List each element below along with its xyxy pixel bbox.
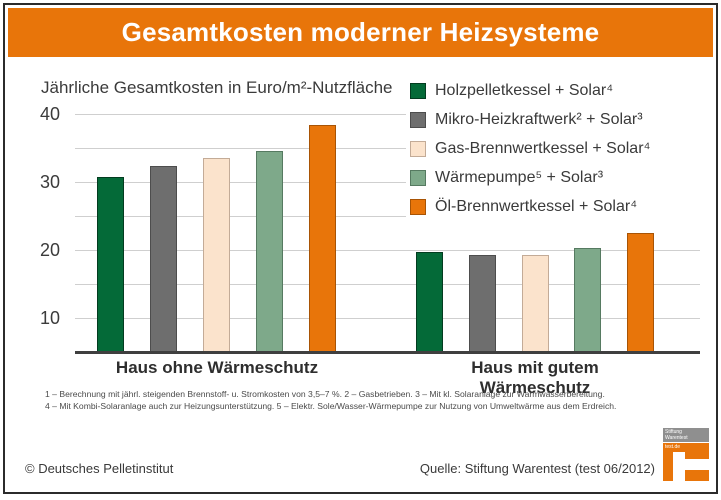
gridline-10 <box>75 318 700 319</box>
legend-item-3: Gas-Brennwertkessel + Solar⁴ <box>410 140 707 158</box>
bar-ohne-waermeschutz-series-1 <box>97 177 124 352</box>
bar-ohne-waermeschutz-series-2 <box>150 166 177 352</box>
page-title: Gesamtkosten moderner Heizsysteme <box>121 17 600 47</box>
copyright-text: © Deutsches Pelletinstitut <box>25 461 174 476</box>
y-tick-label-20: 20 <box>39 240 60 260</box>
gridline-30 <box>75 182 700 183</box>
stiftung-warentest-logo: Stiftung Warentest test.de <box>663 428 709 481</box>
footnote-line-2: 4 – Mit Kombi-Solaranlage auch zur Heizu… <box>45 401 617 411</box>
y-tick-label-30: 30 <box>39 172 60 192</box>
logo-wordmark: Stiftung Warentest <box>663 428 709 442</box>
gridline-25 <box>75 216 700 217</box>
bar-mit-waermeschutz-series-3 <box>522 255 549 352</box>
footnotes: 1 – Berechnung mit jährl. steigenden Bre… <box>45 388 685 412</box>
gridline-35 <box>75 148 700 149</box>
legend-item-5: Öl-Brennwertkessel + Solar⁴ <box>410 198 707 216</box>
bar-ohne-waermeschutz-series-4 <box>256 151 283 352</box>
legend-item-2: Mikro-Heizkraftwerk² + Solar³ <box>410 111 707 129</box>
header-bar: Gesamtkosten moderner Heizsysteme <box>8 8 713 57</box>
legend-label: Öl-Brennwertkessel + Solar⁴ <box>435 198 638 215</box>
legend-item-1: Holzpelletkessel + Solar⁴ <box>410 82 707 100</box>
category-label-left: Haus ohne Wärmeschutz <box>115 358 319 377</box>
gridline-40 <box>75 114 700 115</box>
legend-swatch-icon <box>410 170 426 186</box>
bar-ohne-waermeschutz-series-3 <box>203 158 230 352</box>
legend-swatch-icon <box>410 112 426 128</box>
legend-label: Mikro-Heizkraftwerk² + Solar³ <box>435 111 643 128</box>
chart-axis-title: Jährliche Gesamtkosten in Euro/m²-Nutzfl… <box>41 78 393 97</box>
bar-ohne-waermeschutz-series-5 <box>309 125 336 352</box>
y-tick-label-10: 10 <box>39 308 60 328</box>
legend-label: Wärmepumpe⁵ + Solar³ <box>435 169 604 186</box>
logo-line-1: Stiftung <box>665 429 682 435</box>
legend-swatch-icon <box>410 141 426 157</box>
bar-mit-waermeschutz-series-1 <box>416 252 443 352</box>
legend: Holzpelletkessel + Solar⁴ Mikro-Heizkraft… <box>406 76 707 231</box>
testde-icon: test.de <box>663 443 709 481</box>
category-label-right: Haus mit gutem Wärmeschutz <box>471 358 599 397</box>
legend-swatch-icon <box>410 199 426 215</box>
x-axis-baseline <box>75 351 700 354</box>
legend-label: Holzpelletkessel + Solar⁴ <box>435 82 614 99</box>
bar-mit-waermeschutz-series-4 <box>574 248 601 352</box>
legend-label: Gas-Brennwertkessel + Solar⁴ <box>435 140 651 157</box>
source-text: Quelle: Stiftung Warentest (test 06/2012… <box>419 461 655 476</box>
bar-mit-waermeschutz-series-2 <box>469 255 496 352</box>
legend-swatch-icon <box>410 83 426 99</box>
gridline-15 <box>75 284 700 285</box>
logo-domain: test.de <box>665 444 681 450</box>
legend-item-4: Wärmepumpe⁵ + Solar³ <box>410 169 707 187</box>
gridline-20 <box>75 250 700 251</box>
bar-mit-waermeschutz-series-5 <box>627 233 654 352</box>
logo-line-2: Warentest <box>665 435 688 441</box>
y-tick-label-40: 40 <box>39 104 60 124</box>
footnote-line-1: 1 – Berechnung mit jährl. steigenden Bre… <box>45 389 605 399</box>
